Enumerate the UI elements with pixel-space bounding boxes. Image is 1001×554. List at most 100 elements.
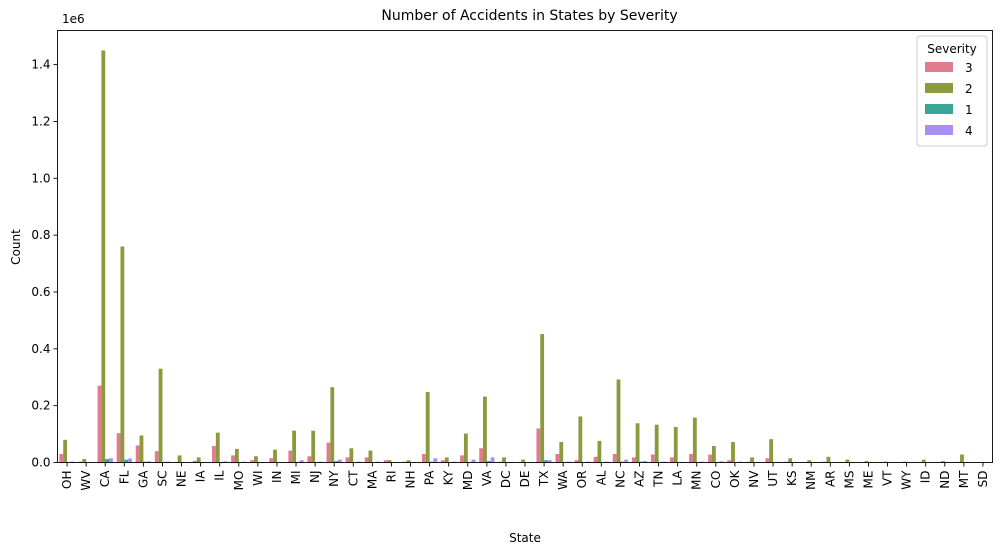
bar-PA-severity-3 [421, 453, 426, 463]
legend-swatch-3 [925, 62, 953, 72]
bar-WV-severity-2 [82, 459, 87, 463]
bar-DE-severity-2 [521, 459, 525, 463]
x-tick-label-OH: OH [60, 471, 74, 489]
bar-WI-severity-2 [254, 456, 258, 463]
x-tick-label-NM: NM [804, 471, 818, 490]
legend-label-4: 4 [965, 124, 973, 138]
x-tick-label-GA: GA [136, 470, 150, 488]
bar-MA-severity-2 [368, 450, 373, 463]
x-tick-label-DC: DC [499, 471, 513, 489]
bar-MT-severity-2 [960, 454, 964, 463]
bar-NY-severity-4 [338, 459, 342, 463]
bar-IL-severity-3 [212, 446, 216, 463]
bar-NY-severity-1 [334, 461, 338, 463]
bar-OK-severity-3 [727, 460, 732, 463]
bar-NY-severity-2 [330, 387, 335, 463]
x-tick-label-SD: SD [976, 471, 990, 488]
bar-MI-severity-2 [292, 430, 297, 463]
bar-NC-severity-4 [624, 459, 629, 463]
bar-WA-severity-3 [555, 453, 560, 463]
bar-CO-severity-3 [708, 454, 712, 463]
bar-AL-severity-3 [593, 456, 598, 463]
bar-AR-severity-2 [826, 456, 831, 463]
bar-IN-severity-2 [273, 449, 277, 463]
x-tick-label-IA: IA [194, 470, 208, 483]
bar-OH-severity-2 [63, 439, 68, 463]
x-tick-label-NC: NC [613, 471, 627, 488]
x-tick-label-NV: NV [747, 470, 761, 488]
bar-VA-severity-3 [479, 448, 484, 463]
x-tick-label-MN: MN [690, 471, 704, 490]
bar-ND-severity-2 [940, 461, 945, 463]
bar-PA-severity-4 [433, 458, 438, 463]
x-tick-label-AL: AL [594, 470, 608, 485]
bar-FL-severity-2 [120, 246, 125, 463]
bar-GA-severity-2 [139, 435, 144, 463]
x-tick-label-IL: IL [213, 470, 227, 481]
bar-WI-severity-3 [250, 460, 255, 463]
bar-NM-severity-2 [807, 460, 812, 463]
x-tick-label-CA: CA [98, 470, 112, 487]
x-tick-label-DE: DE [518, 471, 532, 488]
bar-RI-severity-2 [387, 460, 392, 463]
x-tick-label-WI: WI [251, 471, 265, 486]
x-tick-label-RI: RI [384, 471, 398, 483]
x-tick-label-KY: KY [442, 470, 456, 485]
bar-TX-severity-2 [540, 334, 545, 463]
bar-AL-severity-2 [597, 440, 602, 463]
bar-NH-severity-2 [406, 460, 411, 463]
x-tick-label-VA: VA [480, 470, 494, 486]
bar-NJ-severity-2 [311, 430, 316, 463]
bar-GA-severity-3 [135, 445, 140, 463]
x-tick-label-KS: KS [785, 471, 799, 487]
legend-swatch-2 [925, 83, 953, 93]
legend-swatch-1 [925, 104, 953, 114]
x-tick-label-NE: NE [175, 471, 189, 488]
bar-OK-severity-2 [731, 442, 735, 463]
bar-MD-severity-2 [463, 433, 468, 463]
bar-NC-severity-3 [612, 453, 617, 463]
bar-CT-severity-3 [345, 457, 350, 463]
x-tick-label-ND: ND [938, 471, 952, 489]
bar-MO-severity-3 [231, 455, 235, 463]
x-tick-label-FL: FL [117, 470, 131, 484]
bar-FL-severity-4 [128, 458, 132, 463]
bar-IN-severity-3 [269, 458, 274, 463]
bar-MN-severity-2 [692, 417, 697, 463]
bar-NE-severity-2 [177, 455, 182, 463]
y-tick-label: 1.0 [31, 171, 50, 185]
bar-CA-severity-2 [101, 50, 106, 463]
bar-GA-severity-4 [147, 461, 151, 463]
x-tick-label-NH: NH [404, 471, 418, 489]
bar-OR-severity-2 [578, 416, 583, 463]
y-ticks-group: 0.0 0.2 0.4 0.6 0.8 1.0 1.2 1.4 [31, 58, 58, 470]
x-tick-label-NJ: NJ [308, 471, 322, 484]
bar-VA-severity-4 [490, 457, 495, 463]
x-tick-label-SC: SC [155, 471, 169, 487]
x-tick-label-MS: MS [842, 471, 856, 489]
legend-label-3: 3 [965, 61, 973, 75]
x-tick-label-MT: MT [957, 470, 971, 488]
bar-MD-severity-4 [471, 459, 476, 463]
x-tick-label-CO: CO [709, 471, 723, 489]
y-offset-text: 1e6 [62, 12, 85, 26]
bar-KY-severity-3 [441, 460, 445, 463]
bar-CA-severity-1 [105, 459, 110, 463]
x-tick-label-ID: ID [919, 471, 933, 484]
x-tick-label-VT: VT [881, 470, 895, 486]
bar-CT-severity-2 [349, 448, 354, 463]
x-tick-label-MI: MI [289, 471, 303, 485]
bars-group [59, 50, 991, 463]
y-tick-label: 0.4 [31, 342, 50, 356]
bar-SC-severity-3 [154, 451, 159, 463]
y-tick-label: 1.2 [31, 114, 50, 128]
bar-UT-severity-3 [765, 458, 770, 463]
bar-MI-severity-4 [299, 460, 304, 463]
bar-ME-severity-2 [864, 461, 869, 463]
x-tick-label-OR: OR [575, 471, 589, 489]
bar-NC-severity-2 [616, 379, 621, 463]
bar-NV-severity-2 [750, 457, 754, 463]
y-tick-label: 0.6 [31, 285, 50, 299]
x-tick-label-AR: AR [823, 471, 837, 488]
y-axis-label: Count [9, 229, 23, 265]
